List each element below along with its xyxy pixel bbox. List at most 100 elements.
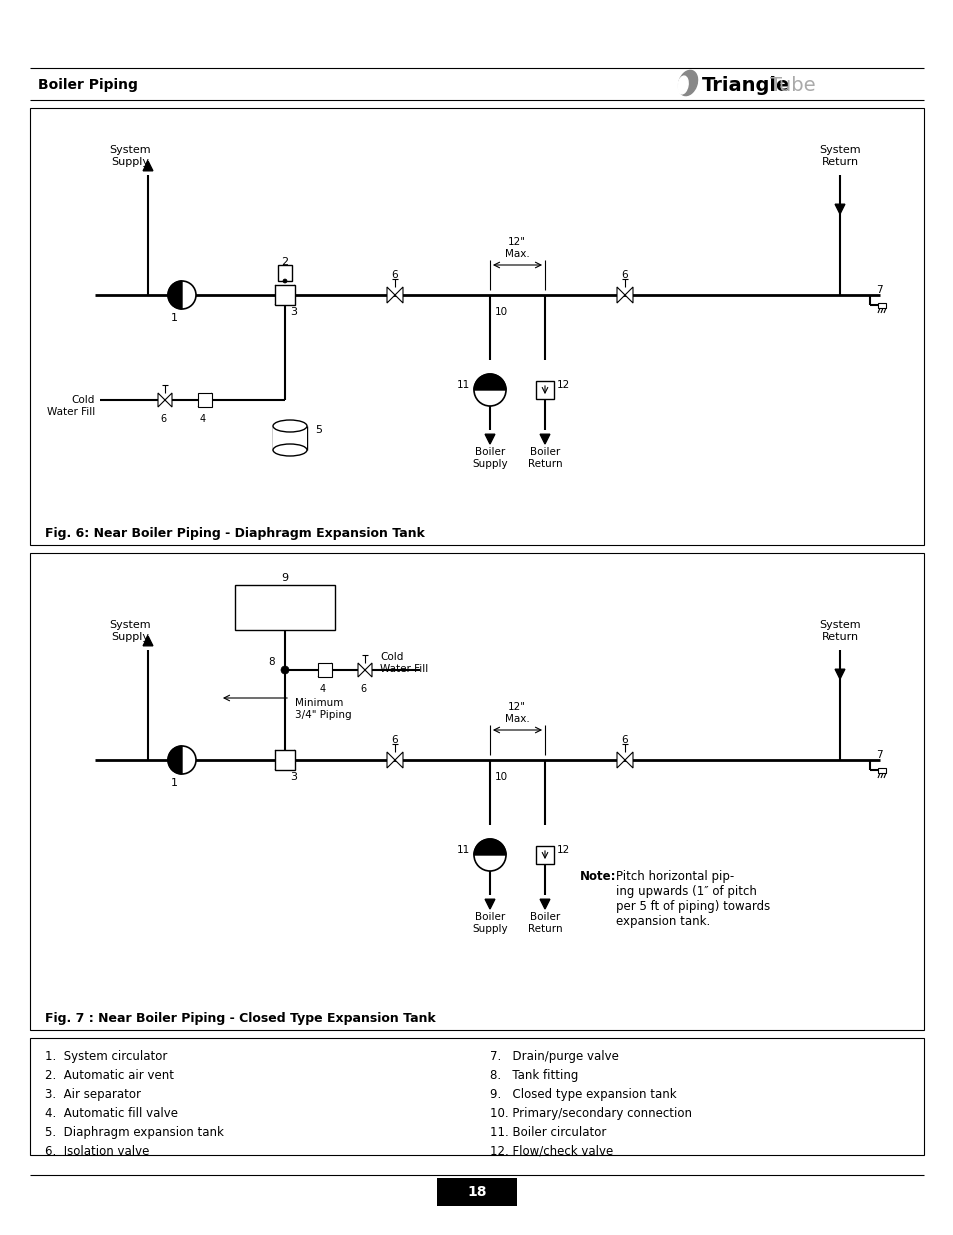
Text: 12: 12 (557, 845, 570, 855)
Text: 12"
Max.: 12" Max. (504, 237, 529, 258)
Bar (536, 382, 554, 399)
Text: 11: 11 (456, 845, 470, 855)
Wedge shape (168, 746, 182, 774)
Text: System
Return: System Return (819, 620, 860, 642)
Text: Boiler
Supply: Boiler Supply (472, 447, 507, 468)
Text: Pitch horizontal pip-
ing upwards (1″ of pitch
per 5 ft of piping) towards
expan: Pitch horizontal pip- ing upwards (1″ of… (616, 869, 769, 927)
Bar (30, 1037, 923, 1155)
Polygon shape (357, 663, 365, 677)
Text: 9.   Closed type expansion tank: 9. Closed type expansion tank (490, 1088, 676, 1100)
Text: 10: 10 (495, 772, 508, 782)
Bar (436, 1178, 517, 1207)
Polygon shape (395, 287, 402, 303)
Text: 1: 1 (171, 312, 177, 324)
Text: 3: 3 (290, 308, 296, 317)
Wedge shape (474, 839, 505, 855)
Circle shape (474, 374, 505, 406)
Text: 12: 12 (557, 380, 570, 390)
Text: 11: 11 (456, 380, 470, 390)
Text: System
Supply: System Supply (109, 144, 151, 167)
Bar (536, 846, 554, 864)
Text: 9: 9 (281, 573, 288, 583)
Text: 10. Primary/secondary connection: 10. Primary/secondary connection (490, 1107, 691, 1120)
Text: 1: 1 (171, 778, 177, 788)
Text: 5.  Diaphragm expansion tank: 5. Diaphragm expansion tank (45, 1126, 224, 1139)
Circle shape (168, 746, 195, 774)
Text: Triangle: Triangle (701, 77, 789, 95)
Bar (877, 768, 885, 773)
Text: 6: 6 (392, 270, 398, 280)
Text: 6.  Isolation valve: 6. Isolation valve (45, 1145, 150, 1158)
Text: 2.  Automatic air vent: 2. Automatic air vent (45, 1070, 173, 1082)
Text: 8: 8 (268, 657, 274, 667)
Circle shape (281, 666, 289, 674)
Text: 10: 10 (495, 308, 508, 317)
Text: 6: 6 (621, 735, 628, 745)
Text: Boiler
Return: Boiler Return (527, 447, 561, 468)
Polygon shape (539, 899, 549, 909)
Text: Note:: Note: (579, 869, 616, 883)
Polygon shape (617, 752, 624, 768)
Text: 12"
Max.: 12" Max. (504, 701, 529, 724)
Text: 18: 18 (467, 1186, 486, 1199)
Text: 1.  System circulator: 1. System circulator (45, 1050, 167, 1063)
Text: 7: 7 (875, 750, 882, 760)
Bar (30, 553, 923, 1030)
Text: 4: 4 (319, 684, 326, 694)
Text: System
Supply: System Supply (109, 620, 151, 642)
Text: 2: 2 (281, 257, 288, 267)
Polygon shape (624, 752, 633, 768)
Text: 6: 6 (359, 684, 366, 694)
Ellipse shape (678, 70, 697, 95)
Circle shape (168, 282, 195, 309)
Polygon shape (624, 287, 633, 303)
Polygon shape (165, 393, 172, 408)
Text: Boiler Piping: Boiler Piping (38, 78, 138, 91)
Text: 7: 7 (875, 285, 882, 295)
Text: 6: 6 (160, 414, 166, 424)
Text: 6: 6 (621, 270, 628, 280)
Circle shape (474, 839, 505, 871)
Text: Cold
Water Fill: Cold Water Fill (379, 652, 428, 673)
Bar (877, 303, 885, 308)
Bar (274, 750, 294, 769)
Text: Boiler
Return: Boiler Return (527, 911, 561, 934)
Text: Minimum
3/4" Piping: Minimum 3/4" Piping (294, 698, 352, 720)
Text: System
Return: System Return (819, 144, 860, 167)
Text: Tube: Tube (769, 77, 815, 95)
Text: 7.   Drain/purge valve: 7. Drain/purge valve (490, 1050, 618, 1063)
Bar (30, 107, 923, 545)
Text: 3.  Air separator: 3. Air separator (45, 1088, 141, 1100)
Text: 8.   Tank fitting: 8. Tank fitting (490, 1070, 578, 1082)
Polygon shape (834, 204, 844, 214)
Polygon shape (387, 287, 395, 303)
Text: 4.  Automatic fill valve: 4. Automatic fill valve (45, 1107, 178, 1120)
Polygon shape (617, 287, 624, 303)
Polygon shape (539, 435, 549, 445)
Wedge shape (474, 374, 505, 390)
Polygon shape (158, 393, 165, 408)
Ellipse shape (273, 420, 307, 432)
Polygon shape (143, 161, 152, 170)
Text: Cold
Water Fill: Cold Water Fill (47, 395, 95, 416)
Bar (274, 285, 294, 305)
Polygon shape (484, 435, 495, 445)
Polygon shape (387, 752, 395, 768)
Text: 4: 4 (200, 414, 206, 424)
Bar (234, 585, 335, 630)
Polygon shape (834, 669, 844, 679)
Polygon shape (484, 899, 495, 909)
Text: 6: 6 (392, 735, 398, 745)
Polygon shape (143, 636, 152, 646)
Ellipse shape (678, 77, 687, 94)
Text: 12. Flow/check valve: 12. Flow/check valve (490, 1145, 613, 1158)
Wedge shape (168, 282, 182, 309)
Bar (277, 266, 292, 282)
Circle shape (283, 279, 287, 283)
Text: 3: 3 (290, 772, 296, 782)
Ellipse shape (273, 445, 307, 456)
Text: Boiler
Supply: Boiler Supply (472, 911, 507, 934)
Text: Fig. 6: Near Boiler Piping - Diaphragm Expansion Tank: Fig. 6: Near Boiler Piping - Diaphragm E… (45, 527, 424, 540)
Bar (317, 663, 332, 677)
Polygon shape (395, 752, 402, 768)
